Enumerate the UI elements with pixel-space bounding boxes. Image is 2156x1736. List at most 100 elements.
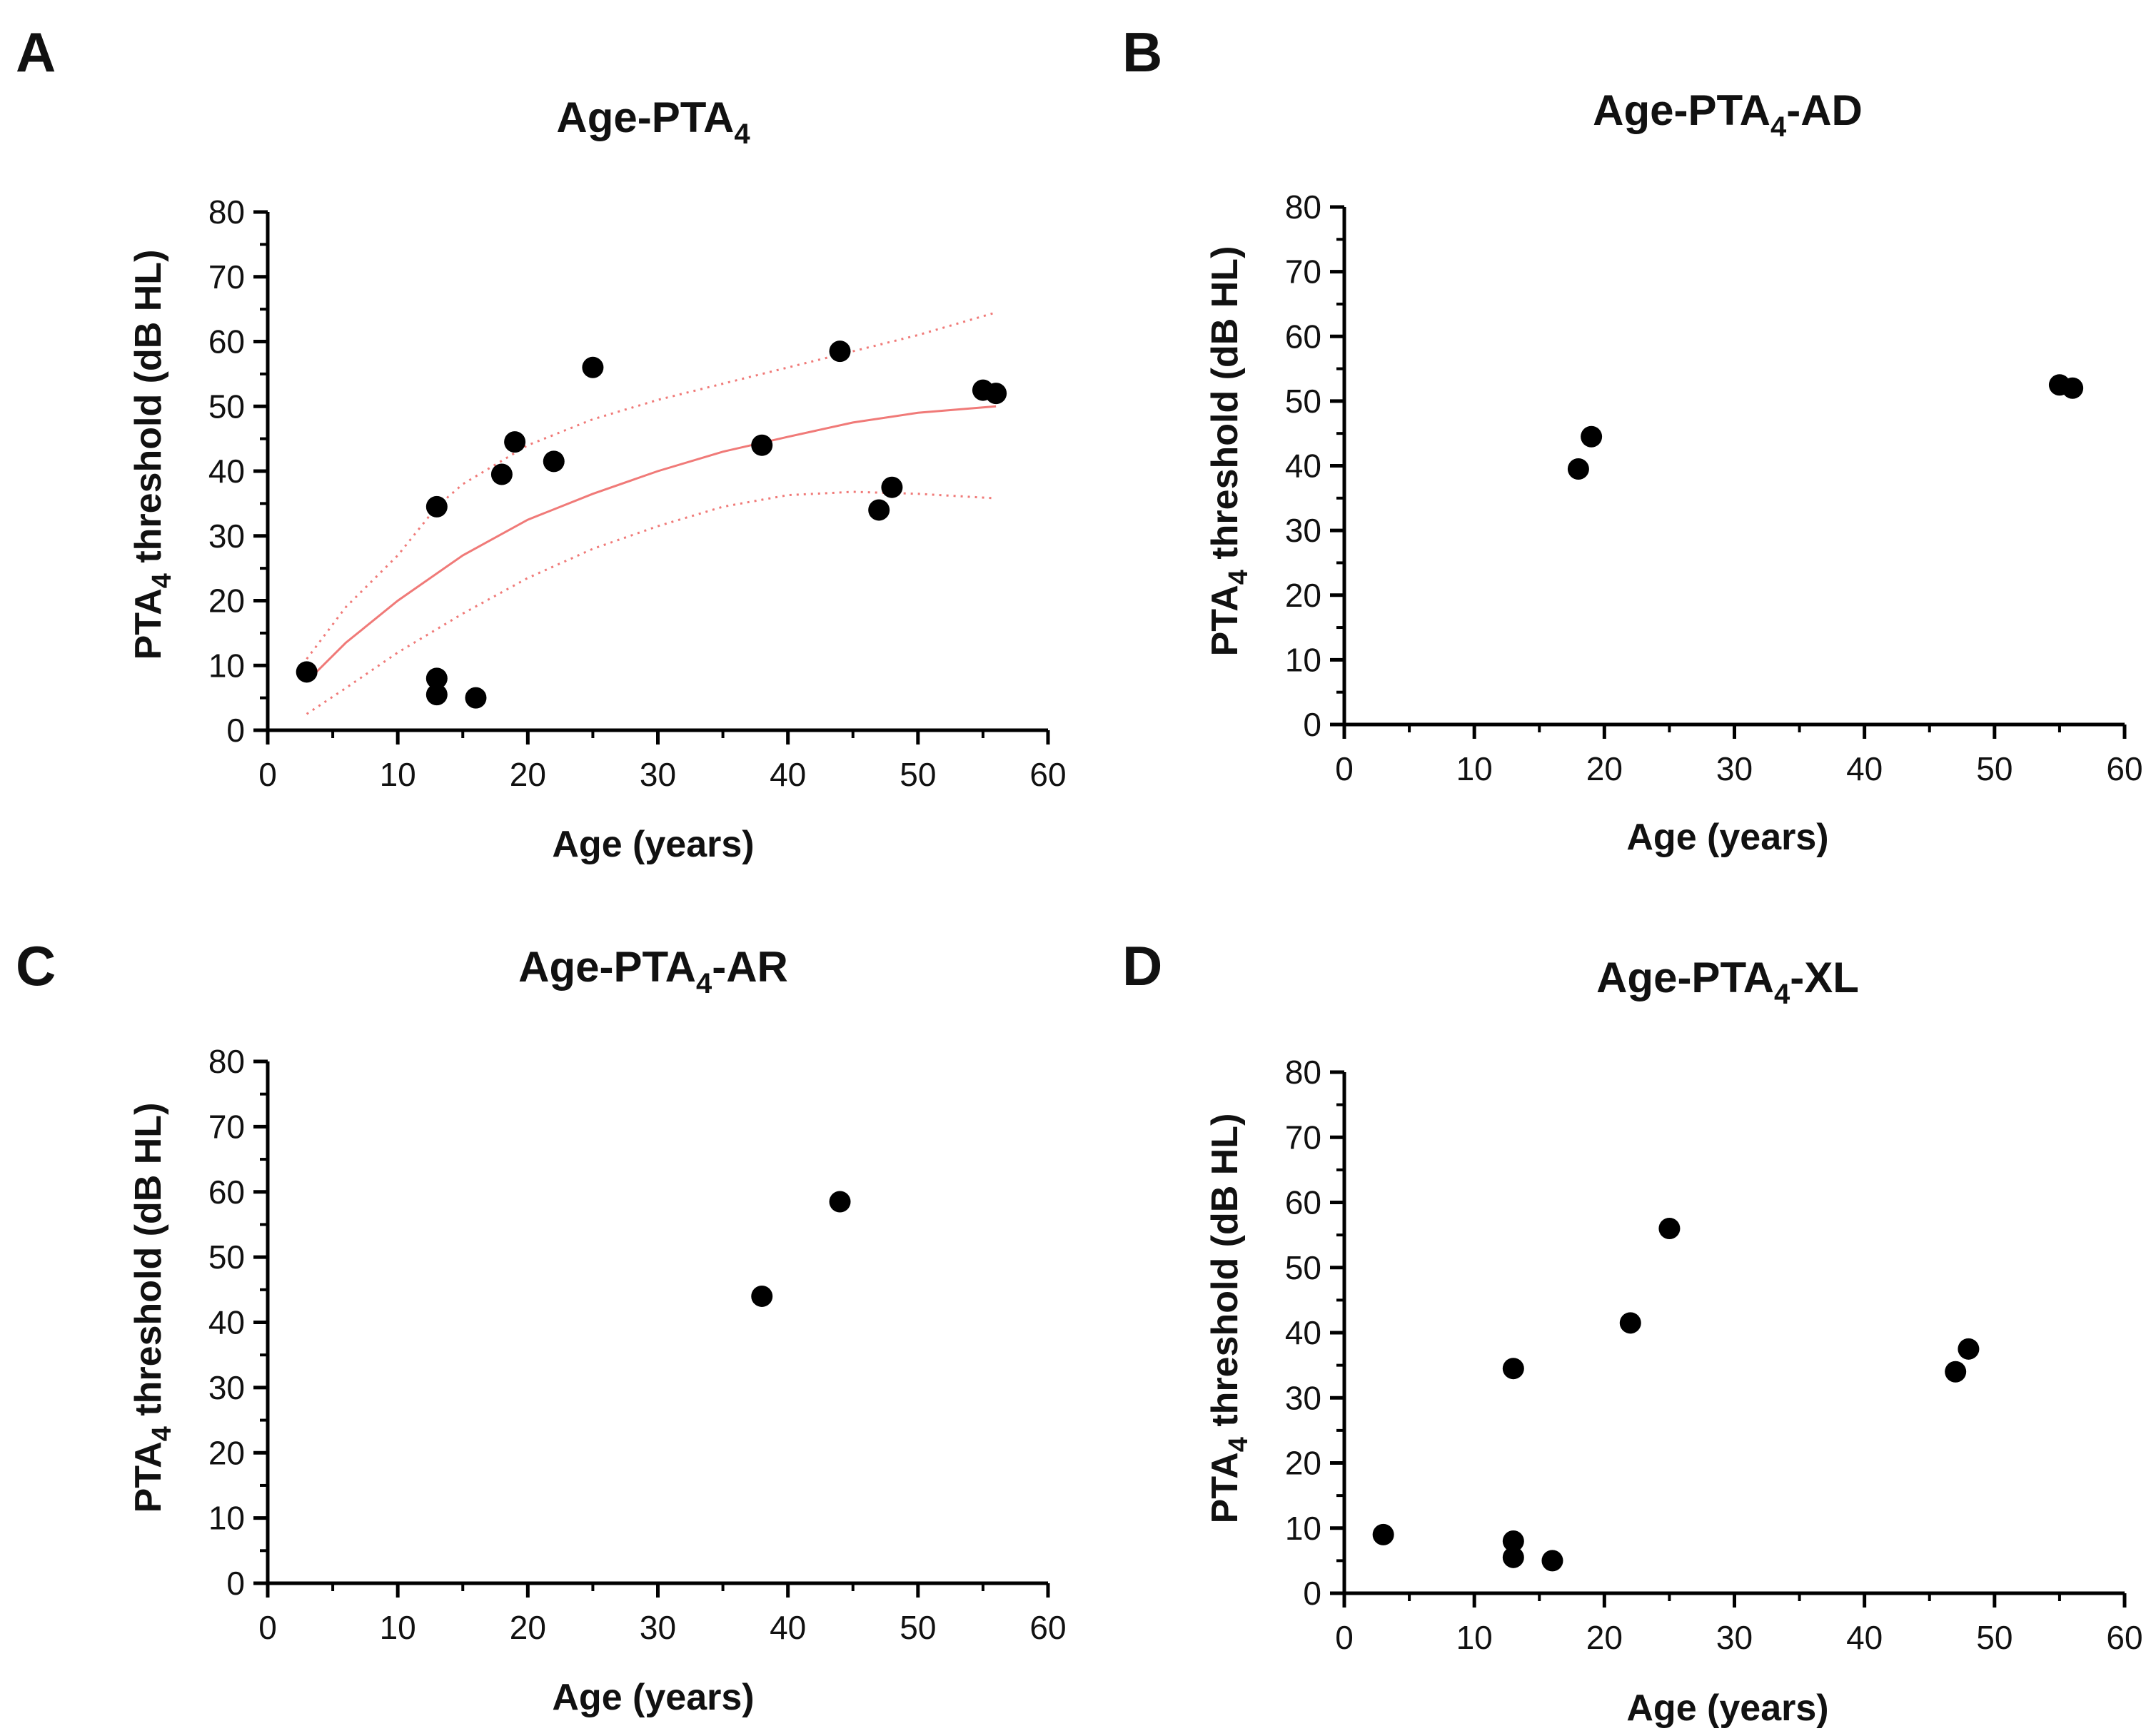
panel-letter: A — [16, 21, 56, 84]
y-axis-label: PTA4 threshold (dB HL) — [128, 1103, 177, 1513]
y-axis-label: PTA4 threshold (dB HL) — [1204, 1114, 1254, 1524]
y-tick-label: 0 — [1303, 1575, 1321, 1612]
panel-d: D Age-PTA4-XL 0 10 20 30 40 50 60 0 10 20 30 40 50 60… — [1122, 934, 2143, 1729]
x-tick-label: 20 — [1586, 1619, 1623, 1656]
x-tick-label: 40 — [1846, 1619, 1883, 1656]
data-point — [425, 495, 448, 518]
y-tick-label: 60 — [208, 323, 245, 360]
y-tick-label: 50 — [208, 388, 245, 425]
y-tick-label: 60 — [1285, 1184, 1321, 1221]
y-tick-label: 80 — [208, 193, 245, 231]
panel-c: C Age-PTA4-AR 0 10 20 30 40 50 60 0 10 20 30 40 50 60… — [16, 934, 1067, 1718]
data-point — [296, 661, 318, 683]
y-tick-label: 70 — [1285, 253, 1321, 291]
x-tick-label: 40 — [1846, 750, 1883, 787]
panel-letter: C — [16, 934, 56, 997]
y-tick-label: 70 — [208, 1108, 245, 1145]
y-axis-label: PTA4 threshold (dB HL) — [1204, 246, 1254, 657]
data-point — [490, 463, 513, 485]
confidence-band-upper — [306, 311, 997, 660]
chart-title: Age-PTA4-XL — [1596, 954, 1859, 1010]
y-axis-label: PTA4 threshold (dB HL) — [128, 250, 177, 660]
y-tick-label: 80 — [1285, 188, 1321, 226]
y-tick-label: 60 — [208, 1174, 245, 1211]
x-tick-label: 10 — [380, 1609, 416, 1646]
x-tick-label: 10 — [380, 756, 416, 793]
chart-title: Age-PTA4-AR — [518, 943, 788, 999]
data-point — [1945, 1361, 1967, 1383]
x-tick-label: 50 — [1976, 750, 2013, 787]
data-point — [985, 383, 1007, 405]
y-tick-label: 30 — [1285, 512, 1321, 549]
y-tick-label: 30 — [1285, 1379, 1321, 1416]
x-tick-label: 40 — [770, 1609, 806, 1646]
data-point — [425, 667, 448, 690]
y-tick-label: 40 — [1285, 1314, 1321, 1351]
chart-title: Age-PTA4-AD — [1593, 86, 1863, 143]
x-tick-label: 60 — [2106, 750, 2142, 787]
data-point — [829, 1191, 851, 1213]
fit-curve — [306, 405, 997, 682]
data-point — [465, 687, 487, 709]
x-tick-label: 20 — [510, 756, 546, 793]
y-tick-label: 20 — [1285, 1445, 1321, 1482]
x-tick-label: 60 — [1029, 1609, 1066, 1646]
y-tick-label: 40 — [208, 453, 245, 490]
x-tick-label: 30 — [640, 756, 676, 793]
x-tick-label: 0 — [1335, 750, 1354, 787]
y-tick-label: 40 — [208, 1304, 245, 1341]
data-point — [504, 431, 526, 453]
x-axis-label: Age (years) — [1626, 1687, 1828, 1729]
panel-a: A Age-PTA4 0 10 20 30 40 50 60 0 10 20 30 40 50 60 70 8… — [16, 21, 1067, 865]
data-point — [1581, 425, 1603, 448]
y-tick-label: 0 — [226, 712, 245, 749]
panel-letter: D — [1122, 934, 1162, 997]
data-point — [881, 476, 903, 498]
y-tick-label: 50 — [1285, 1249, 1321, 1286]
y-tick-label: 30 — [208, 518, 245, 555]
data-point — [1567, 458, 1589, 480]
y-tick-label: 70 — [208, 258, 245, 296]
x-tick-label: 30 — [1716, 750, 1753, 787]
data-point — [2062, 377, 2084, 399]
panel-letter: B — [1122, 21, 1162, 84]
x-tick-label: 0 — [258, 1609, 277, 1646]
x-tick-label: 10 — [1456, 1619, 1493, 1656]
data-point — [582, 356, 604, 378]
data-point — [1658, 1218, 1681, 1239]
data-point — [425, 684, 448, 706]
x-axis-label: Age (years) — [552, 824, 754, 865]
confidence-band-lower — [306, 490, 997, 715]
y-tick-label: 50 — [1285, 383, 1321, 420]
y-tick-label: 80 — [208, 1043, 245, 1080]
data-point — [751, 1285, 773, 1307]
x-tick-label: 20 — [1586, 750, 1623, 787]
x-tick-label: 50 — [1976, 1619, 2013, 1656]
chart-title: Age-PTA4 — [556, 94, 750, 150]
y-tick-label: 10 — [1285, 1510, 1321, 1547]
y-tick-label: 20 — [208, 582, 245, 620]
x-tick-label: 20 — [510, 1609, 546, 1646]
y-tick-label: 80 — [1285, 1054, 1321, 1091]
data-point — [868, 499, 890, 521]
data-point — [1502, 1546, 1524, 1568]
y-tick-label: 50 — [208, 1238, 245, 1276]
y-tick-label: 20 — [1285, 577, 1321, 614]
y-tick-label: 60 — [1285, 318, 1321, 355]
x-tick-label: 0 — [258, 756, 277, 793]
data-point — [751, 434, 773, 456]
y-tick-label: 70 — [1285, 1119, 1321, 1156]
x-tick-label: 10 — [1456, 750, 1493, 787]
data-point — [1502, 1530, 1524, 1552]
data-point — [1541, 1550, 1563, 1572]
x-tick-label: 50 — [900, 756, 936, 793]
x-tick-label: 60 — [1029, 756, 1066, 793]
x-tick-label: 60 — [2106, 1619, 2142, 1656]
x-tick-label: 0 — [1335, 1619, 1354, 1656]
y-tick-label: 10 — [208, 1500, 245, 1537]
y-tick-label: 10 — [208, 647, 245, 684]
x-tick-label: 30 — [1716, 1619, 1753, 1656]
data-point — [1372, 1523, 1394, 1545]
data-point — [1502, 1358, 1524, 1380]
